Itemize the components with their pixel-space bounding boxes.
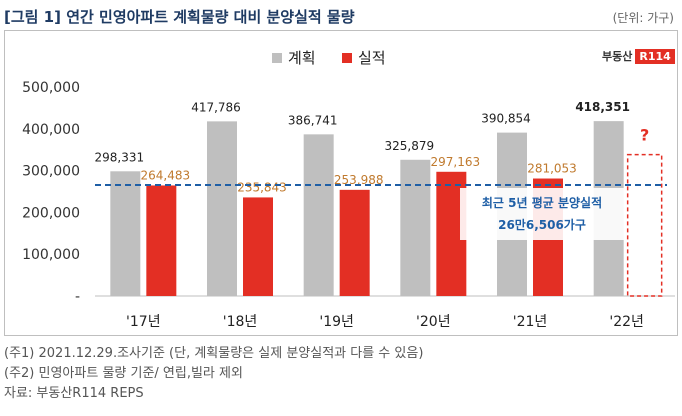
plan-data-label: 386,741: [288, 113, 338, 127]
y-tick-label: 400,000: [22, 122, 80, 138]
chart-frame: [4, 30, 678, 336]
x-tick-label: '19년: [319, 314, 354, 330]
plan-bar: [400, 159, 431, 296]
plan-data-label: 298,331: [95, 150, 145, 164]
plan-bar: [207, 121, 237, 297]
legend-swatch-plan: [272, 53, 282, 63]
x-tick-label: '21년: [513, 314, 548, 330]
brand-logo: 부동산 R114: [602, 46, 675, 66]
plan-data-label: 325,879: [385, 139, 435, 153]
x-tick-label: '22년: [609, 314, 644, 330]
plan-bar: [110, 171, 141, 296]
logo-badge: R114: [635, 48, 675, 64]
footnote-2: (주2) 민영아파트 물량 기준/ 연립,빌라 제외: [4, 366, 243, 381]
actual-bar: [339, 189, 370, 296]
plan-data-label: 417,786: [191, 100, 241, 114]
plan-data-label: 390,854: [481, 112, 531, 126]
y-tick-label: -: [75, 289, 80, 305]
logo-text: 부동산: [602, 50, 633, 63]
legend-swatch-actual: [342, 53, 352, 63]
x-tick-label: '18년: [223, 314, 258, 330]
pending-actual-box: [626, 153, 663, 297]
legend-label-plan: 계획: [288, 49, 316, 67]
annotation-line-2: 26만6,506가구: [498, 217, 586, 232]
footnote-1: (주1) 2021.12.29.조사기준 (단, 계획물량은 실제 분양실적과 …: [4, 346, 424, 361]
actual-data-label: 281,053: [527, 162, 577, 176]
plan-bar: [303, 134, 334, 296]
actual-data-label: 235,843: [237, 180, 287, 194]
actual-bar: [243, 197, 273, 296]
chart-title: [그림 1] 연간 민영아파트 계획물량 대비 분양실적 물량: [4, 8, 355, 26]
actual-data-label: 264,483: [141, 168, 191, 182]
annotation-line-1: 최근 5년 평균 분양실적: [482, 195, 602, 210]
y-tick-label: 100,000: [22, 247, 80, 263]
legend-label-actual: 실적: [358, 49, 386, 67]
source-note: 자료: 부동산R114 REPS: [4, 386, 144, 401]
y-tick-label: 300,000: [22, 164, 80, 180]
x-tick-label: '20년: [416, 314, 451, 330]
unknown-marker: ?: [640, 126, 649, 145]
actual-data-label: 253,988: [334, 173, 384, 187]
x-tick-label: '17년: [126, 314, 161, 330]
y-tick-label: 200,000: [22, 205, 80, 221]
annotation-box: [460, 188, 624, 240]
y-tick-label: 500,000: [22, 80, 80, 96]
actual-bar: [146, 185, 177, 296]
plan-data-label: 418,351: [575, 100, 630, 114]
actual-data-label: 297,163: [431, 155, 481, 169]
unit-label: (단위: 가구): [612, 11, 674, 25]
footnotes: (주1) 2021.12.29.조사기준 (단, 계획물량은 실제 분양실적과 …: [4, 344, 423, 404]
